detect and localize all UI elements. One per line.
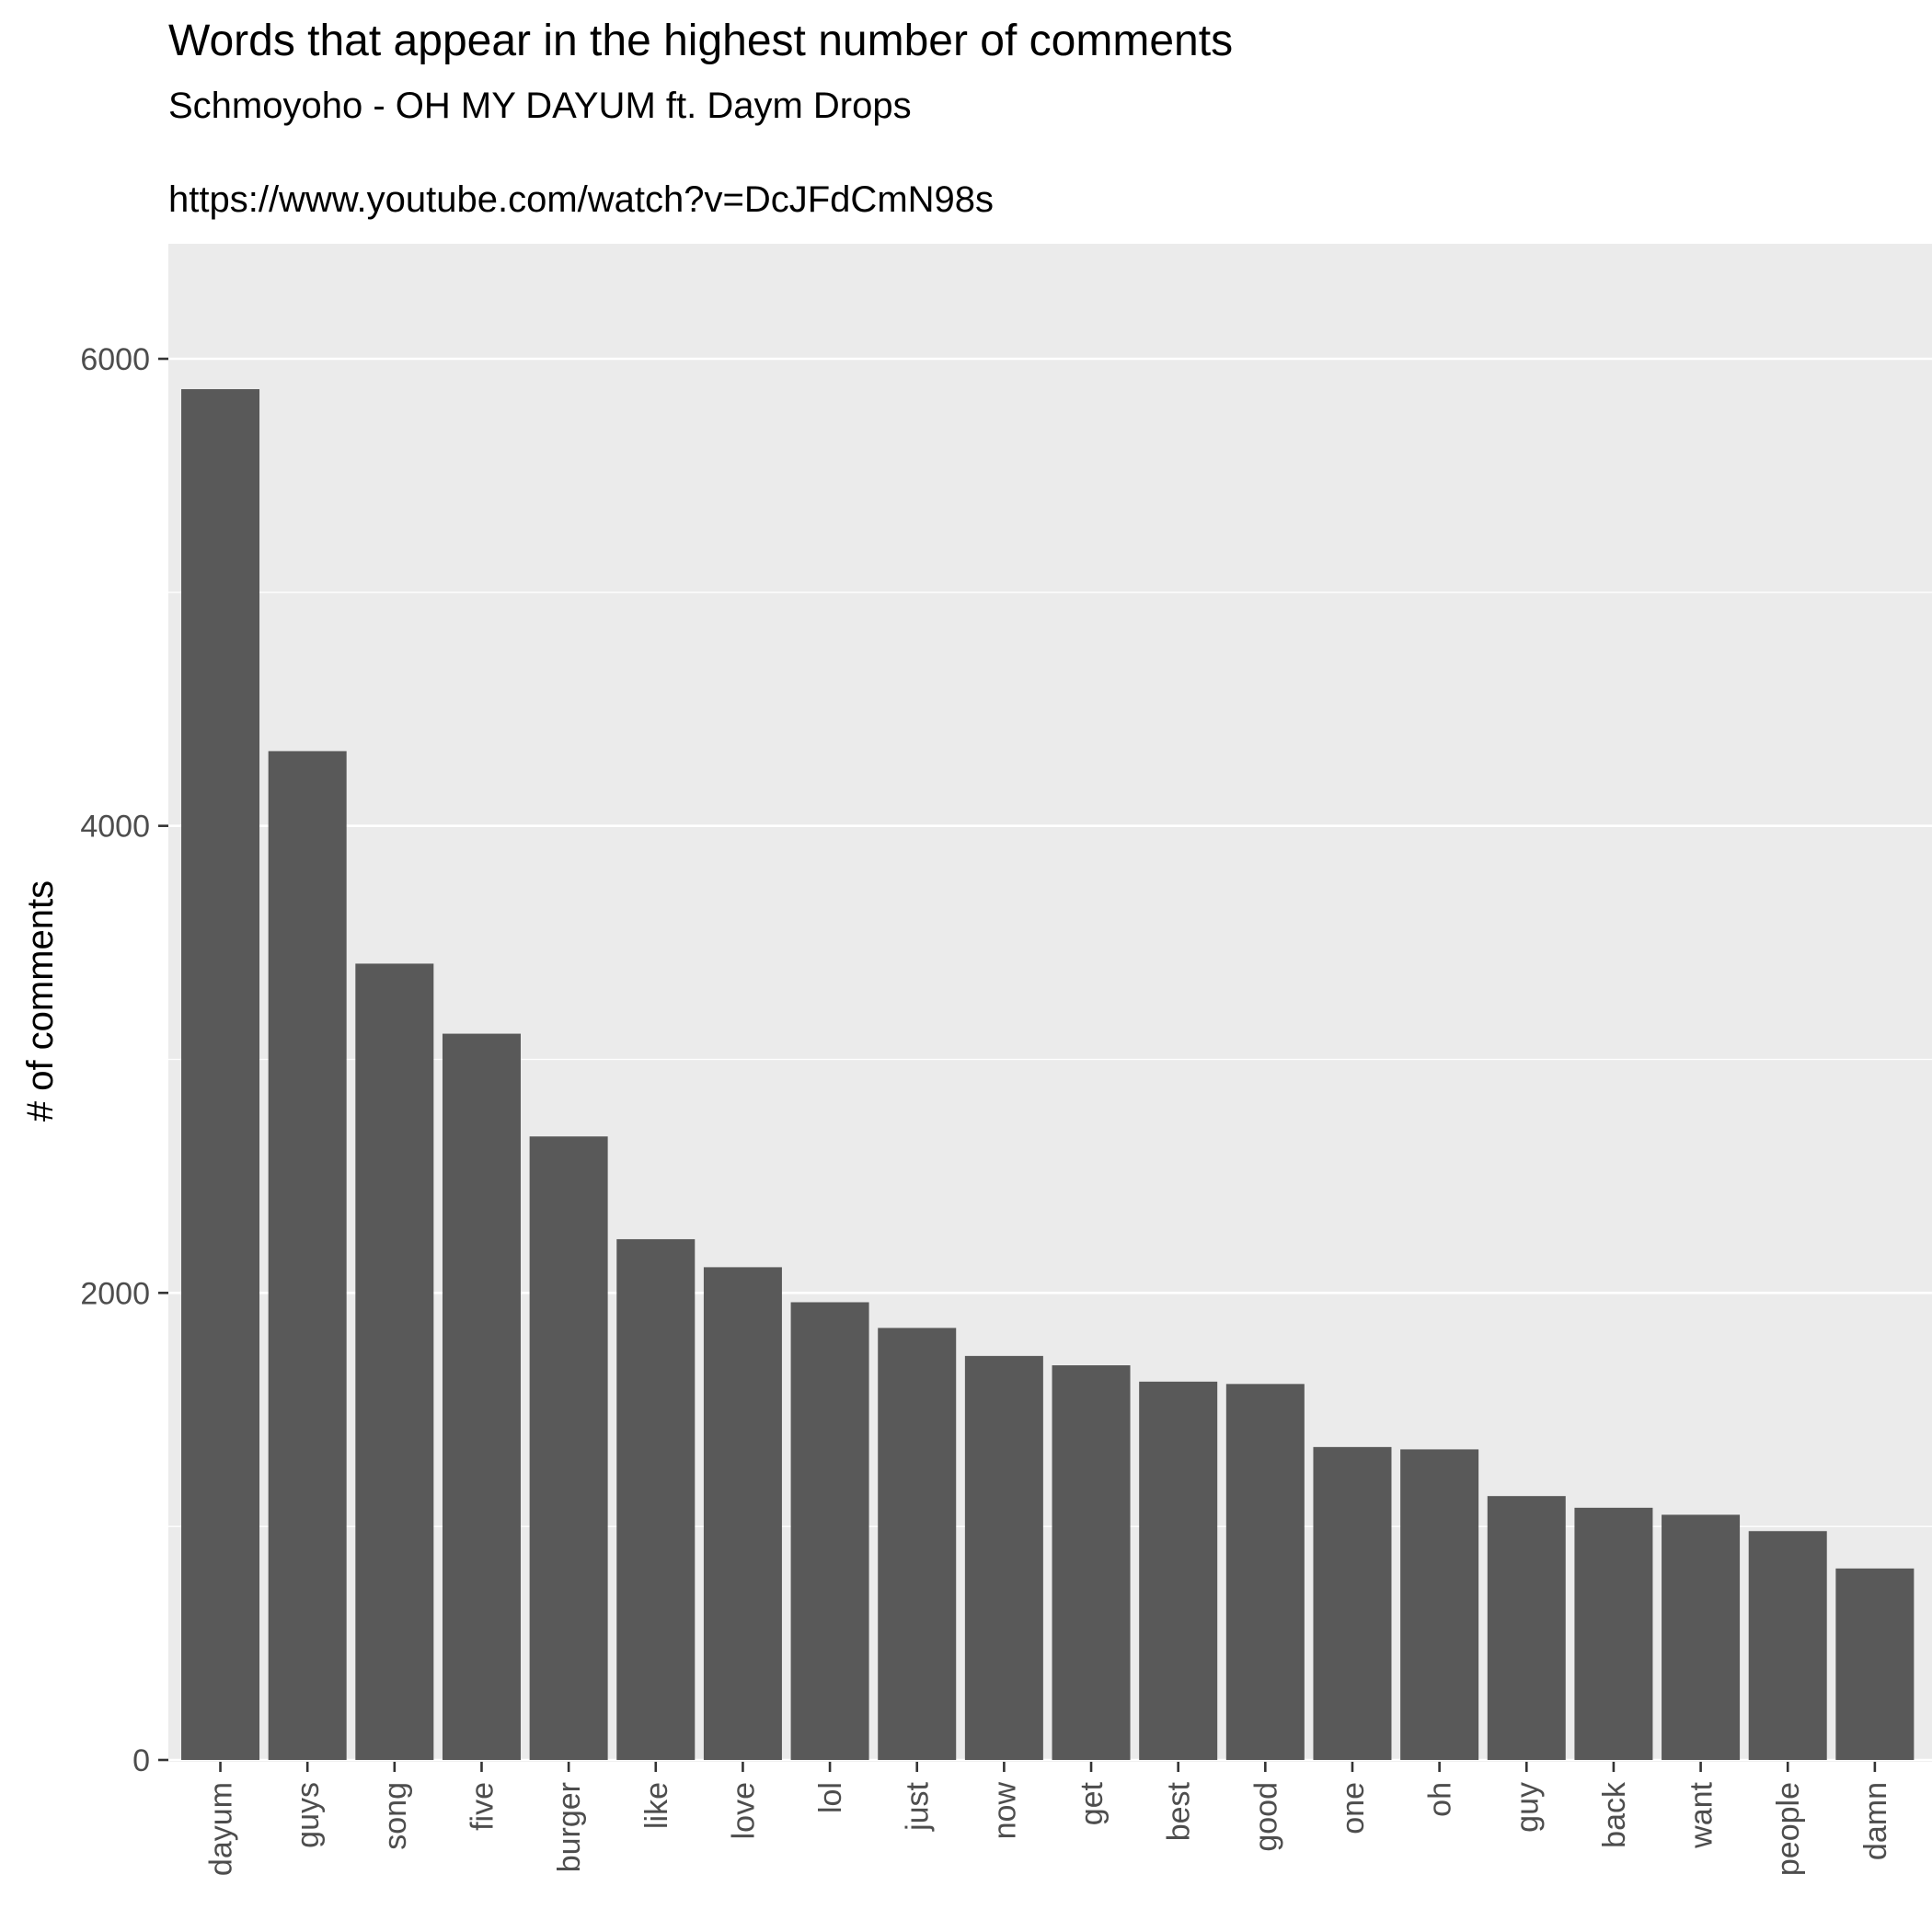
x-tick-label: people [1771,1782,1806,1876]
bar-dayum [181,388,260,1761]
bar-oh [1400,1449,1479,1760]
bar-good [1225,1384,1305,1760]
bars-group [181,388,1915,1761]
x-tick-label: get [1075,1781,1110,1825]
y-tick-label: 4000 [80,810,150,845]
bar-guy [1487,1496,1566,1760]
x-tick-label: guys [291,1782,326,1848]
chart-url-line: https://www.youtube.com/watch?v=DcJFdCmN… [168,179,994,220]
x-tick-label: guy [1510,1782,1545,1833]
chart-title: Words that appear in the highest number … [168,17,1233,65]
y-tick-label: 2000 [80,1276,150,1311]
x-tick-label: like [639,1782,674,1829]
chart-subtitle: Schmoyoho - OH MY DAYUM ft. Daym Drops [168,86,912,126]
x-tick-label: burger [552,1782,587,1872]
bar-want [1662,1514,1741,1760]
x-tick-label: now [987,1782,1022,1840]
x-tick-label: song [378,1782,413,1850]
x-tick-label: back [1597,1781,1632,1848]
bar-one [1313,1446,1392,1760]
y-axis-title: # of comments [20,880,61,1121]
x-tick-label: damn [1858,1782,1893,1860]
bar-love [703,1267,782,1760]
y-tick-label: 6000 [80,342,150,377]
x-tick-label: dayum [204,1782,239,1876]
x-tick-label: best [1162,1781,1197,1841]
x-tick-label: good [1248,1782,1283,1852]
bar-just [878,1328,957,1760]
bar-burger [529,1136,608,1760]
bar-best [1139,1381,1218,1760]
x-axis: dayum guys song five burger like love lol just no… [204,1762,1893,1876]
bar-guys [268,751,347,1761]
bar-five [442,1033,521,1760]
x-tick-label: one [1336,1782,1371,1834]
x-tick-label: just [901,1781,936,1831]
x-tick-label: love [726,1782,761,1839]
bar-get [1052,1365,1131,1760]
x-tick-label: want [1685,1781,1719,1848]
y-axis: 0 2000 4000 6000 [80,342,168,1778]
bar-damn [1835,1568,1915,1760]
bar-like [616,1238,696,1760]
x-tick-label: lol [813,1782,848,1813]
y-tick-label: 0 [132,1743,150,1778]
bar-now [964,1355,1043,1760]
x-tick-label: oh [1423,1782,1458,1817]
bar-back [1574,1507,1653,1760]
bar-lol [790,1302,869,1760]
bar-song [355,963,434,1760]
bar-people [1748,1531,1827,1760]
x-tick-label: five [465,1782,500,1831]
